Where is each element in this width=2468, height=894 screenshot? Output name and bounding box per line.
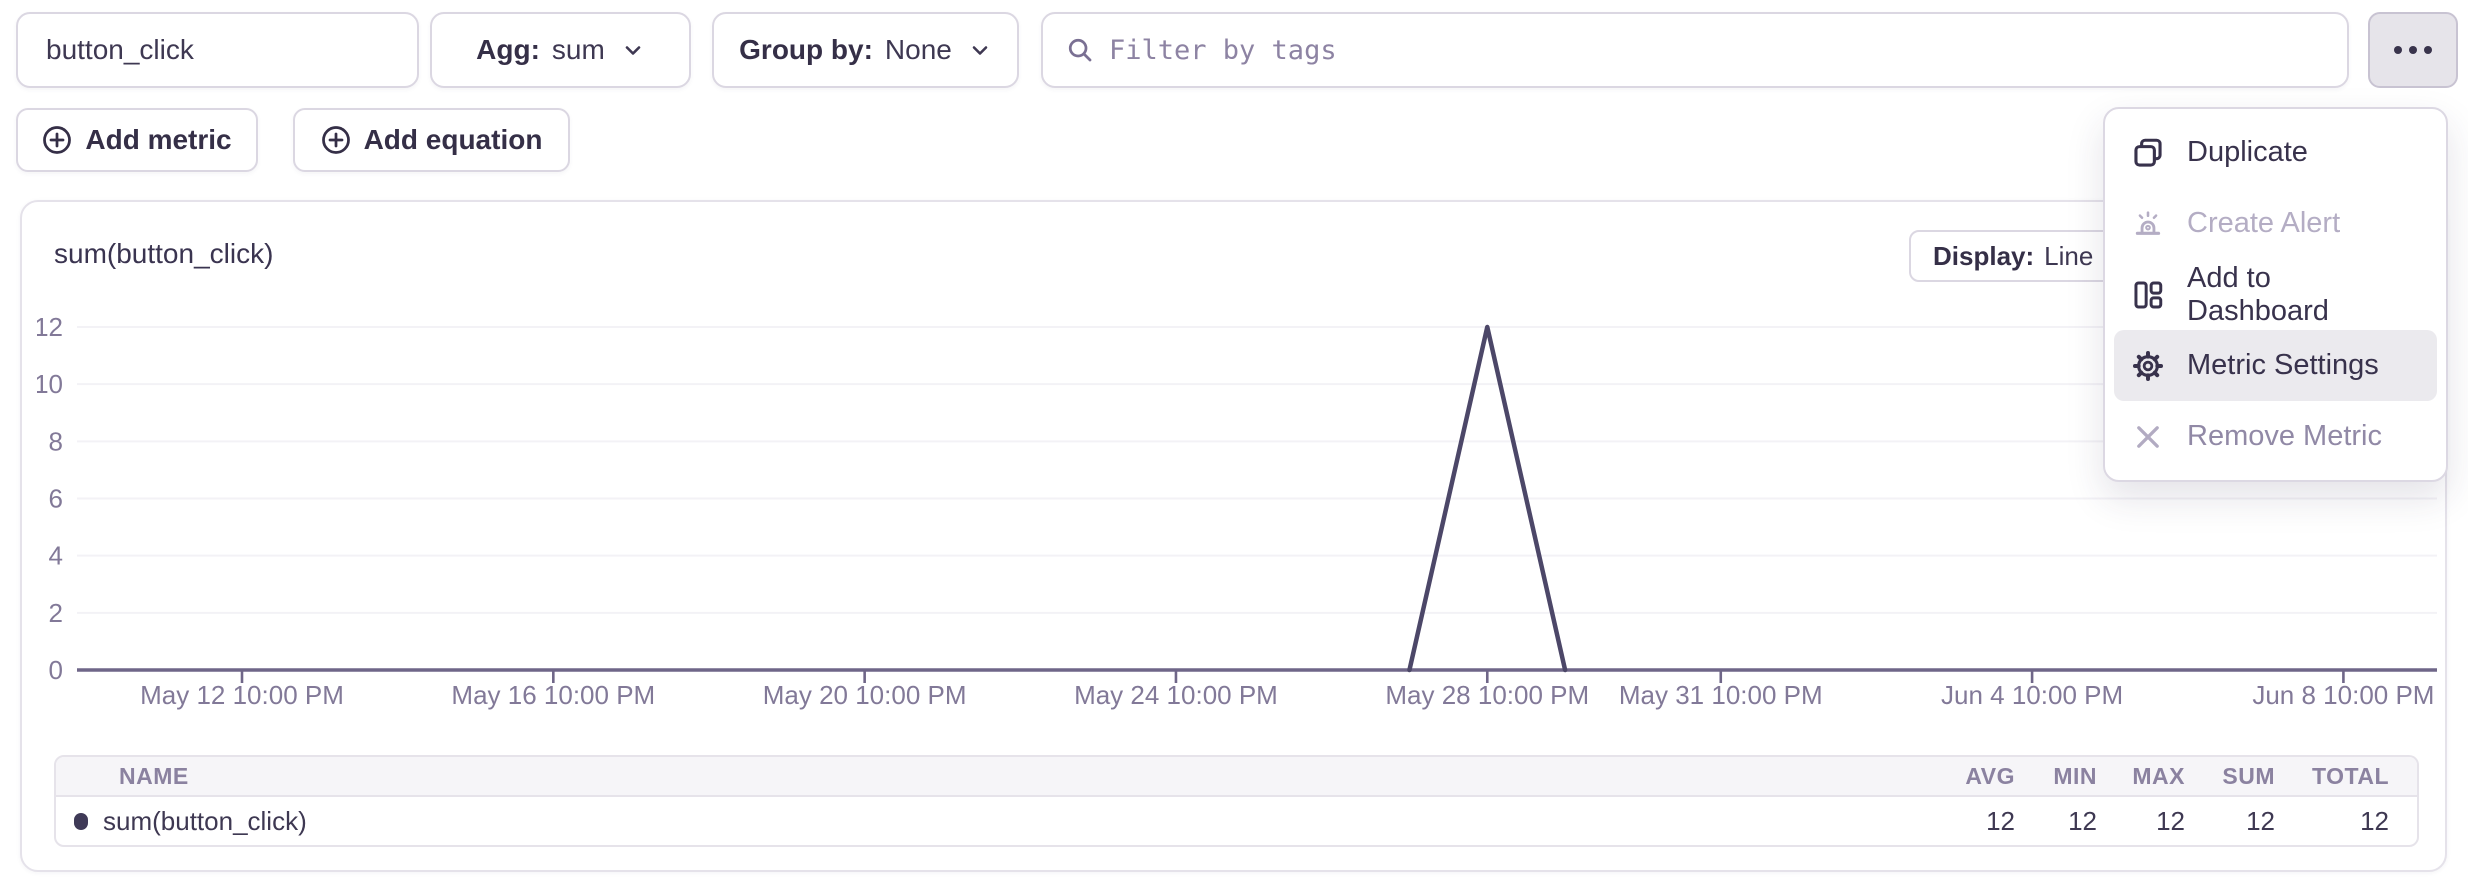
- tag-filter-field[interactable]: [1109, 14, 2347, 86]
- svg-text:Jun 8 10:00 PM: Jun 8 10:00 PM: [2252, 680, 2434, 710]
- series-name: sum(button_click): [103, 805, 307, 836]
- metric-name-field[interactable]: [18, 14, 417, 86]
- chevron-down-icon: [625, 46, 641, 55]
- group-by-select[interactable]: Group by: None: [712, 12, 1019, 88]
- menu-item-add-to-dashboard[interactable]: Add to Dashboard: [2105, 259, 2446, 330]
- chevron-down-icon: [972, 46, 988, 55]
- series-summary-table: NAME AVG MIN MAX SUM TOTAL sum(button_cl…: [54, 755, 2419, 847]
- menu-item-label: Duplicate: [2187, 136, 2308, 168]
- aggregation-select[interactable]: Agg: sum: [430, 12, 691, 88]
- menu-item-metric-settings[interactable]: Metric Settings: [2114, 330, 2437, 401]
- plus-circle-icon: [321, 126, 350, 154]
- line-chart[interactable]: 0 2 4 6 8 10 12 May 12 10:00 PM May 16 10:00 PM M…: [37, 307, 2442, 712]
- svg-text:2: 2: [49, 598, 63, 628]
- table-row[interactable]: sum(button_click) 12 12 12 12 12: [56, 797, 2417, 845]
- chart-panel: sum(button_click) Display: Line 0 2 4 6 8 10 1…: [20, 200, 2447, 872]
- svg-text:4: 4: [49, 541, 63, 571]
- svg-text:8: 8: [49, 426, 63, 456]
- menu-item-label: Add to Dashboard: [2187, 261, 2329, 327]
- add-metric-button[interactable]: Add metric: [16, 108, 258, 172]
- total-value: 12: [2360, 805, 2389, 836]
- avg-value: 12: [1986, 805, 2015, 836]
- column-name: NAME: [119, 762, 189, 789]
- dashboard-icon: [2134, 280, 2163, 309]
- sum-value: 12: [2246, 805, 2275, 836]
- more-options-button[interactable]: [2368, 12, 2458, 88]
- svg-text:May 16 10:00 PM: May 16 10:00 PM: [451, 680, 655, 710]
- metric-name-input[interactable]: [16, 12, 419, 88]
- add-metric-label: Add metric: [85, 124, 232, 155]
- gear-icon: [2132, 350, 2164, 381]
- svg-text:0: 0: [49, 655, 63, 685]
- menu-item-create-alert[interactable]: Create Alert: [2105, 188, 2446, 259]
- series-color-dot: [74, 812, 88, 830]
- menu-item-remove-metric[interactable]: Remove Metric: [2105, 401, 2446, 472]
- group-by-label: Group by:: [739, 34, 873, 65]
- tag-filter-input[interactable]: [1041, 12, 2349, 88]
- add-equation-label: Add equation: [363, 124, 543, 155]
- add-equation-button[interactable]: Add equation: [293, 108, 570, 172]
- menu-item-label: Remove Metric: [2187, 420, 2382, 452]
- column-max: MAX: [2132, 762, 2185, 789]
- column-total: TOTAL: [2311, 762, 2389, 789]
- column-sum: SUM: [2222, 762, 2275, 789]
- menu-item-duplicate[interactable]: Duplicate: [2105, 117, 2446, 188]
- svg-text:May 24 10:00 PM: May 24 10:00 PM: [1074, 680, 1278, 710]
- chart-title: sum(button_click): [54, 238, 274, 269]
- close-icon: [2137, 425, 2159, 448]
- svg-text:12: 12: [37, 312, 63, 342]
- svg-text:May 28 10:00 PM: May 28 10:00 PM: [1385, 680, 1589, 710]
- alert-icon: [2135, 210, 2161, 235]
- display-label: Display:: [1933, 240, 2035, 271]
- svg-text:May 20 10:00 PM: May 20 10:00 PM: [763, 680, 967, 710]
- column-avg: AVG: [1965, 762, 2015, 789]
- min-value: 12: [2068, 805, 2097, 836]
- summary-table-header: NAME AVG MIN MAX SUM TOTAL: [56, 757, 2417, 797]
- menu-item-label: Metric Settings: [2187, 349, 2379, 381]
- ellipsis-icon: [2394, 46, 2402, 54]
- plus-circle-icon: [43, 126, 72, 154]
- max-value: 12: [2156, 805, 2185, 836]
- svg-text:May 12 10:00 PM: May 12 10:00 PM: [140, 680, 344, 710]
- svg-text:Jun 4 10:00 PM: Jun 4 10:00 PM: [1941, 680, 2123, 710]
- column-min: MIN: [2053, 762, 2097, 789]
- menu-item-label: Create Alert: [2187, 207, 2341, 239]
- aggregation-label: Agg:: [476, 34, 540, 65]
- display-value: Line: [2044, 240, 2094, 271]
- group-by-value: None: [884, 34, 952, 65]
- svg-text:6: 6: [49, 484, 63, 514]
- aggregation-value: sum: [551, 34, 605, 65]
- search-icon: [1068, 38, 1092, 62]
- duplicate-icon: [2134, 138, 2162, 167]
- svg-text:May 31 10:00 PM: May 31 10:00 PM: [1619, 680, 1823, 710]
- context-menu: Duplicate Create Alert Add to Dashboard: [2103, 107, 2448, 482]
- svg-text:10: 10: [37, 369, 63, 399]
